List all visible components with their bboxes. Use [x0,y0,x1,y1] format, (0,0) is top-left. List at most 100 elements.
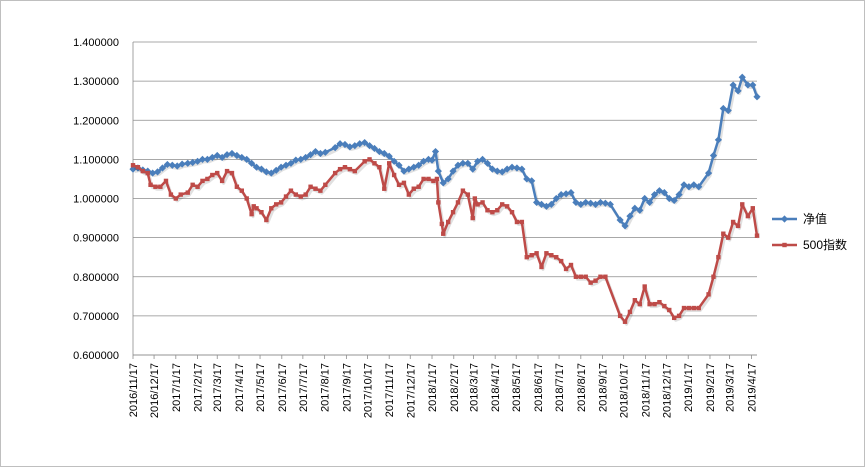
x-tick-label: 2019/3/17 [725,363,737,412]
data-point [287,159,295,167]
data-point [621,222,629,230]
x-tick-label: 2018/3/17 [468,363,480,412]
data-point [572,198,580,207]
data-point [493,167,501,175]
data-point [475,202,480,207]
data-point [627,309,633,315]
data-point [428,156,436,164]
data-point [415,161,423,169]
data-point [401,180,407,186]
x-tick-label: 2019/2/17 [705,363,717,412]
data-point [626,212,634,220]
data-point [257,165,266,173]
data-point [464,159,472,167]
series-net-value [129,73,761,230]
data-point [367,157,372,162]
data-point [434,176,440,182]
data-point [380,149,388,158]
data-point [264,217,269,223]
data-point [431,178,436,184]
y-tick-label: 1.100000 [73,154,119,166]
data-point [667,307,672,313]
data-point [652,301,657,307]
data-point [544,251,549,256]
data-point [670,196,678,205]
data-point [660,189,668,197]
data-point [178,160,186,168]
data-point [637,301,642,307]
x-tick-label: 2018/1/17 [427,363,439,412]
data-point [472,196,478,201]
series-layer [129,73,761,326]
data-point [504,204,510,209]
data-point [636,206,644,214]
data-point [646,198,654,207]
data-point [205,176,210,182]
data-point [568,262,574,268]
data-point [744,81,752,89]
data-point [469,165,477,173]
data-point [523,175,531,183]
data-point [750,206,755,211]
data-point [490,209,495,215]
data-point [593,278,598,283]
data-point [478,155,487,163]
data-point [163,178,169,184]
x-tick-label: 2018/11/17 [640,363,652,417]
data-point [662,303,667,309]
data-point [439,179,447,187]
data-point [288,188,294,193]
data-point [273,202,279,207]
x-tick-label: 2016/12/17 [149,363,161,418]
data-point [509,209,515,215]
data-point [588,280,593,285]
data-point [336,140,344,148]
data-point [168,161,176,169]
data-point [567,189,575,197]
data-point [185,190,190,195]
data-point [685,183,693,191]
data-point [382,186,387,191]
data-point [158,184,163,189]
data-point [632,298,638,303]
data-point [189,158,197,167]
x-tick-label: 2017/3/17 [212,363,224,412]
data-point [686,305,692,311]
data-point [239,188,244,193]
data-point [153,168,162,176]
data-point [298,194,303,199]
data-point [283,194,289,199]
data-point [426,176,431,182]
x-tick-label: 2018/8/17 [576,363,588,412]
x-tick-label: 2018/5/17 [511,363,523,412]
data-point [243,155,251,163]
data-point [436,200,441,205]
data-point [163,160,171,169]
y-tick-label: 1.400000 [73,37,119,49]
data-point [454,161,462,169]
data-point [603,274,608,279]
data-point [342,165,348,170]
data-point [251,204,256,209]
data-point [411,186,416,191]
data-point [721,231,726,236]
data-point [248,159,256,167]
data-point [455,200,461,205]
data-point [168,192,174,197]
data-point [465,192,471,197]
data-point [346,143,354,151]
data-point [215,170,220,176]
data-point [377,165,382,170]
data-point [753,93,761,101]
x-tick-label: 2016/11/17 [128,363,140,417]
data-point [267,169,275,177]
data-point [587,199,595,207]
data-point [254,206,259,211]
data-point [145,170,150,176]
data-point [390,157,398,165]
data-point [724,106,732,115]
data-point [302,153,310,162]
x-tick-label: 2017/4/17 [234,363,246,412]
x-tick-label: 2018/10/17 [619,363,631,418]
data-point [362,159,367,164]
